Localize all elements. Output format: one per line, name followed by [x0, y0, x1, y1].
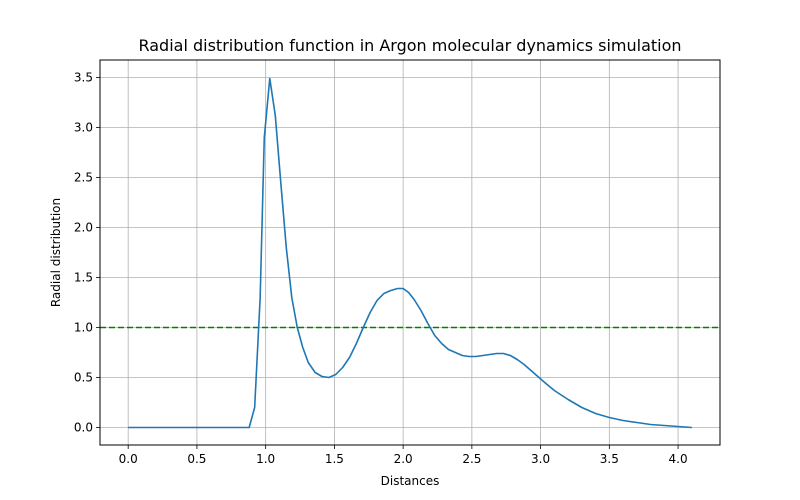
x-tick-label: 0.5	[187, 452, 206, 466]
x-ticks: 0.0 0.5 1.0 1.5 2.0 2.5 3.0 3.5 4.0	[119, 445, 688, 466]
grid	[100, 60, 720, 445]
x-tick-label: 1.0	[256, 452, 275, 466]
x-tick-label: 3.5	[600, 452, 619, 466]
y-axis-label: Radial distribution	[49, 198, 63, 307]
x-tick-label: 1.5	[325, 452, 344, 466]
x-tick-label: 2.0	[394, 452, 413, 466]
y-tick-label: 1.5	[74, 271, 93, 285]
y-ticks: 0.0 0.5 1.0 1.5 2.0 2.5 3.0 3.5	[74, 71, 100, 435]
x-tick-label: 2.5	[462, 452, 481, 466]
chart-title: Radial distribution function in Argon mo…	[138, 36, 681, 55]
y-tick-label: 2.0	[74, 221, 93, 235]
rdf-series-line	[128, 77, 692, 429]
x-tick-label: 0.0	[119, 452, 138, 466]
y-tick-label: 3.0	[74, 121, 93, 135]
series-layer	[128, 77, 692, 429]
y-tick-label: 1.0	[74, 321, 93, 335]
x-tick-label: 3.0	[531, 452, 550, 466]
y-tick-label: 0.0	[74, 421, 93, 435]
x-tick-label: 4.0	[669, 452, 688, 466]
plot-frame	[99, 59, 721, 446]
x-axis-label: Distances	[381, 474, 440, 488]
y-tick-label: 3.5	[74, 71, 93, 85]
y-tick-label: 0.5	[74, 371, 93, 385]
y-tick-label: 2.5	[74, 171, 93, 185]
